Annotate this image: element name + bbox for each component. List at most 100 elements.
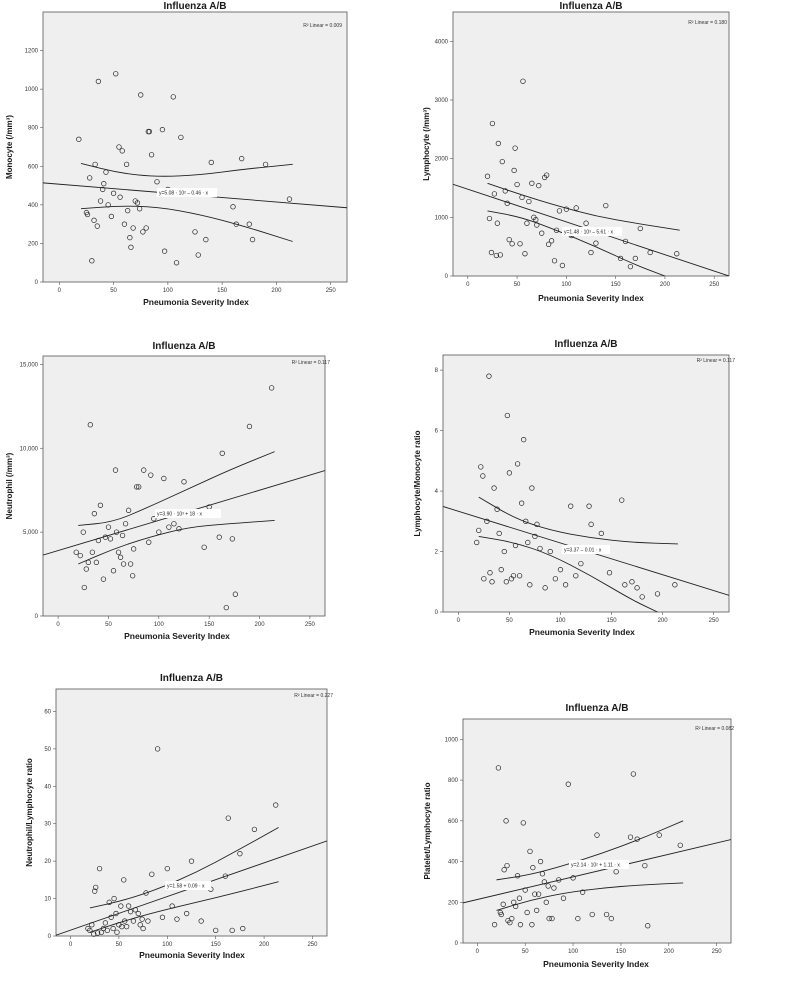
data-point — [542, 585, 548, 591]
y-tick-label: 800 — [448, 778, 459, 784]
data-point — [80, 529, 86, 535]
data-point — [108, 213, 115, 220]
data-point — [113, 910, 119, 917]
data-point — [113, 529, 120, 535]
data-point — [81, 584, 87, 591]
data-point — [156, 529, 162, 535]
chart-panel-4: Influenza A/B 0 50 100 150 200 250 0 2 4 6 8 Pneumon… — [413, 339, 735, 637]
y-axis-label: Lymphocyte/Monocyte ratio — [413, 430, 422, 536]
data-point — [159, 914, 166, 920]
data-point — [520, 78, 526, 84]
data-point — [578, 560, 584, 567]
data-point — [627, 263, 634, 270]
data-point — [498, 911, 504, 918]
data-point — [120, 561, 127, 567]
data-point — [476, 527, 482, 534]
data-point — [117, 194, 123, 200]
data-point — [101, 180, 107, 187]
data-point — [116, 144, 122, 150]
x-tick-label: 50 — [105, 622, 112, 628]
data-point — [110, 568, 117, 574]
x-tick-label: 200 — [271, 288, 282, 294]
confidence-band-lower — [89, 881, 279, 933]
data-point — [543, 899, 549, 905]
data-point — [95, 78, 102, 85]
data-point — [489, 120, 496, 127]
data-point — [503, 818, 509, 824]
regression-line — [463, 839, 731, 904]
x-tick-label: 100 — [561, 282, 572, 288]
data-point — [533, 217, 539, 223]
data-point — [203, 236, 209, 243]
y-tick-label: 600 — [28, 164, 39, 170]
confidence-band-upper — [80, 162, 293, 177]
x-tick-label: 0 — [56, 622, 60, 628]
data-point — [122, 521, 129, 527]
data-point — [145, 918, 151, 924]
data-point — [491, 922, 498, 928]
data-point — [478, 464, 484, 470]
data-point — [136, 206, 143, 212]
data-point — [125, 207, 131, 214]
data-point — [588, 249, 594, 256]
data-point — [76, 136, 82, 142]
data-point — [488, 249, 495, 256]
data-point — [534, 907, 540, 914]
data-point — [89, 549, 95, 555]
data-point — [102, 920, 109, 926]
data-point — [630, 771, 637, 777]
data-point — [251, 826, 258, 832]
equation-box — [155, 509, 221, 518]
data-point — [100, 576, 107, 582]
data-point — [134, 484, 140, 490]
y-tick-label: 50 — [44, 747, 51, 753]
r-squared-label: R² Linear = 0.180 — [688, 20, 727, 26]
data-point — [593, 240, 599, 246]
data-point — [606, 570, 613, 576]
y-tick-label: 8 — [435, 368, 439, 374]
data-point — [534, 521, 540, 527]
x-tick-label: 50 — [116, 942, 123, 948]
data-point — [130, 546, 137, 552]
data-point — [570, 875, 576, 881]
y-axis-label: Neutrophil/Lymphocyte ratio — [25, 758, 34, 867]
y-tick-label: 1200 — [25, 49, 39, 55]
data-point — [539, 871, 546, 877]
data-point — [627, 834, 634, 840]
data-point — [125, 903, 132, 909]
data-point — [140, 925, 146, 932]
data-point — [125, 507, 132, 513]
data-point — [551, 885, 557, 891]
x-axis-label: Pneumonia Severity Index — [124, 631, 230, 641]
data-point — [181, 479, 187, 485]
data-point — [219, 450, 225, 456]
y-tick-label: 60 — [44, 709, 51, 715]
data-point — [123, 161, 130, 168]
plot-area — [55, 688, 328, 937]
data-point — [565, 781, 571, 787]
data-point — [77, 552, 83, 559]
r-squared-label: R² Linear = 0.117 — [697, 358, 736, 364]
data-point — [506, 236, 512, 243]
y-axis-label: Neutrophil (/mm³) — [5, 452, 14, 519]
data-point — [501, 548, 507, 555]
data-point — [154, 746, 161, 752]
data-point — [553, 227, 560, 233]
data-point — [532, 891, 538, 897]
data-point — [161, 248, 168, 254]
data-point — [645, 923, 651, 929]
data-point — [87, 927, 93, 934]
data-point — [560, 895, 567, 901]
data-point — [491, 191, 498, 197]
data-point — [141, 467, 147, 473]
x-axis-label: Pneumonia Severity Index — [139, 950, 245, 960]
data-point — [656, 832, 662, 838]
data-point — [629, 579, 635, 585]
y-tick-label: 20 — [44, 859, 51, 865]
data-point — [105, 524, 112, 530]
data-point — [522, 251, 528, 257]
x-tick-label: 250 — [712, 949, 723, 955]
confidence-band-lower — [78, 519, 275, 565]
data-point — [151, 516, 157, 522]
data-point — [93, 884, 99, 890]
